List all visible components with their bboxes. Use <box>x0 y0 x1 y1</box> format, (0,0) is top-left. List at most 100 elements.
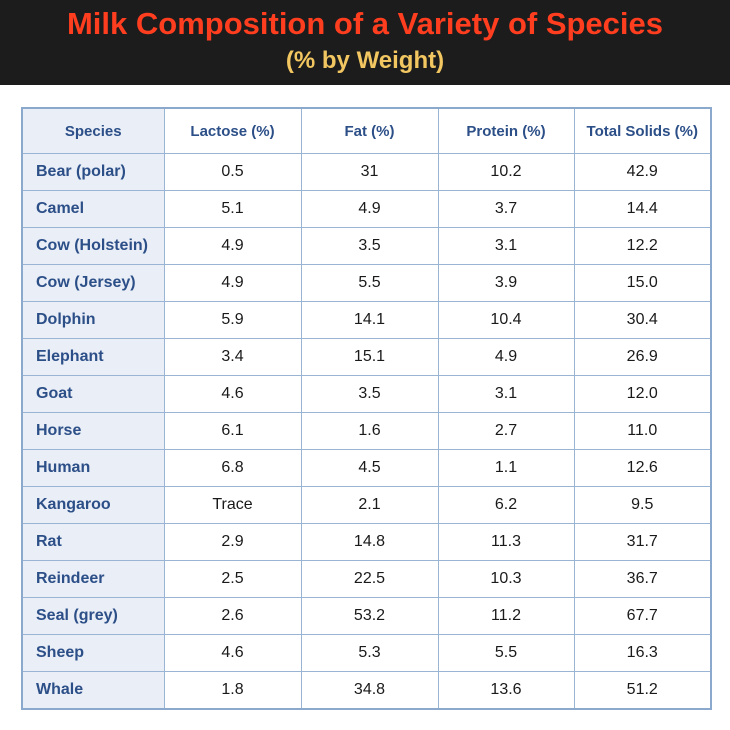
column-header: Protein (%) <box>437 107 575 154</box>
value-cell: 3.5 <box>300 227 439 265</box>
value-cell: 1.6 <box>300 412 439 450</box>
value-cell: 13.6 <box>437 671 575 710</box>
value-cell: 3.1 <box>437 375 575 413</box>
value-cell: 3.1 <box>437 227 575 265</box>
species-cell: Elephant <box>21 338 165 376</box>
value-cell: 10.2 <box>437 153 575 191</box>
value-cell: 30.4 <box>573 301 712 339</box>
species-cell: Bear (polar) <box>21 153 165 191</box>
value-cell: 31 <box>300 153 439 191</box>
table-row: Kangaroo Trace 2.1 6.2 9.5 <box>21 486 712 524</box>
species-cell: Rat <box>21 523 165 561</box>
header-banner: Milk Composition of a Variety of Species… <box>0 0 730 85</box>
value-cell: 2.5 <box>163 560 302 598</box>
value-cell: 2.7 <box>437 412 575 450</box>
value-cell: 4.6 <box>163 634 302 672</box>
species-cell: Cow (Jersey) <box>21 264 165 302</box>
table-row: Human 6.8 4.5 1.1 12.6 <box>21 449 712 487</box>
value-cell: 51.2 <box>573 671 712 710</box>
value-cell: 15.1 <box>300 338 439 376</box>
value-cell: 4.9 <box>163 227 302 265</box>
value-cell: 5.3 <box>300 634 439 672</box>
value-cell: 4.9 <box>437 338 575 376</box>
column-header: Total Solids (%) <box>573 107 712 154</box>
value-cell: 26.9 <box>573 338 712 376</box>
species-cell: Sheep <box>21 634 165 672</box>
composition-table: Species Lactose (%) Fat (%) Protein (%) Tota… <box>21 107 712 710</box>
species-cell: Kangaroo <box>21 486 165 524</box>
species-cell: Reindeer <box>21 560 165 598</box>
species-cell: Goat <box>21 375 165 413</box>
value-cell: 22.5 <box>300 560 439 598</box>
table-row: Sheep 4.6 5.3 5.5 16.3 <box>21 634 712 672</box>
value-cell: 36.7 <box>573 560 712 598</box>
species-cell: Seal (grey) <box>21 597 165 635</box>
table-body: Bear (polar) 0.5 31 10.2 42.9 Camel 5.1 4.9 3.7 1… <box>21 153 712 710</box>
column-header: Species <box>21 107 165 154</box>
value-cell: 12.2 <box>573 227 712 265</box>
value-cell: Trace <box>163 486 302 524</box>
value-cell: 10.3 <box>437 560 575 598</box>
value-cell: 1.1 <box>437 449 575 487</box>
value-cell: 4.9 <box>300 190 439 228</box>
table-row: Goat 4.6 3.5 3.1 12.0 <box>21 375 712 413</box>
value-cell: 10.4 <box>437 301 575 339</box>
value-cell: 53.2 <box>300 597 439 635</box>
table-header-row: Species Lactose (%) Fat (%) Protein (%) Tota… <box>21 107 712 154</box>
value-cell: 6.1 <box>163 412 302 450</box>
table-row: Rat 2.9 14.8 11.3 31.7 <box>21 523 712 561</box>
table-row: Bear (polar) 0.5 31 10.2 42.9 <box>21 153 712 191</box>
page-title: Milk Composition of a Variety of Species <box>66 6 664 41</box>
value-cell: 14.4 <box>573 190 712 228</box>
table-row: Seal (grey) 2.6 53.2 11.2 67.7 <box>21 597 712 635</box>
table-row: Reindeer 2.5 22.5 10.3 36.7 <box>21 560 712 598</box>
value-cell: 2.1 <box>300 486 439 524</box>
value-cell: 4.9 <box>163 264 302 302</box>
value-cell: 12.0 <box>573 375 712 413</box>
column-header: Lactose (%) <box>163 107 302 154</box>
value-cell: 1.8 <box>163 671 302 710</box>
species-cell: Camel <box>21 190 165 228</box>
column-header: Fat (%) <box>300 107 439 154</box>
value-cell: 42.9 <box>573 153 712 191</box>
value-cell: 34.8 <box>300 671 439 710</box>
composition-table-container: Species Lactose (%) Fat (%) Protein (%) Tota… <box>21 107 712 710</box>
value-cell: 6.2 <box>437 486 575 524</box>
value-cell: 6.8 <box>163 449 302 487</box>
table-row: Elephant 3.4 15.1 4.9 26.9 <box>21 338 712 376</box>
table-row: Whale 1.8 34.8 13.6 51.2 <box>21 671 712 710</box>
table-row: Cow (Jersey) 4.9 5.5 3.9 15.0 <box>21 264 712 302</box>
value-cell: 15.0 <box>573 264 712 302</box>
value-cell: 11.0 <box>573 412 712 450</box>
table-row: Camel 5.1 4.9 3.7 14.4 <box>21 190 712 228</box>
value-cell: 2.9 <box>163 523 302 561</box>
value-cell: 3.5 <box>300 375 439 413</box>
value-cell: 4.5 <box>300 449 439 487</box>
value-cell: 5.1 <box>163 190 302 228</box>
value-cell: 16.3 <box>573 634 712 672</box>
value-cell: 4.6 <box>163 375 302 413</box>
value-cell: 5.9 <box>163 301 302 339</box>
value-cell: 3.4 <box>163 338 302 376</box>
table-row: Dolphin 5.9 14.1 10.4 30.4 <box>21 301 712 339</box>
value-cell: 3.7 <box>437 190 575 228</box>
species-cell: Human <box>21 449 165 487</box>
value-cell: 3.9 <box>437 264 575 302</box>
species-cell: Dolphin <box>21 301 165 339</box>
value-cell: 14.1 <box>300 301 439 339</box>
value-cell: 14.8 <box>300 523 439 561</box>
value-cell: 5.5 <box>437 634 575 672</box>
species-cell: Cow (Holstein) <box>21 227 165 265</box>
value-cell: 11.2 <box>437 597 575 635</box>
table-row: Cow (Holstein) 4.9 3.5 3.1 12.2 <box>21 227 712 265</box>
value-cell: 5.5 <box>300 264 439 302</box>
value-cell: 12.6 <box>573 449 712 487</box>
page-subtitle: (% by Weight) <box>285 47 445 74</box>
value-cell: 31.7 <box>573 523 712 561</box>
species-cell: Whale <box>21 671 165 710</box>
value-cell: 11.3 <box>437 523 575 561</box>
value-cell: 2.6 <box>163 597 302 635</box>
table-row: Horse 6.1 1.6 2.7 11.0 <box>21 412 712 450</box>
value-cell: 9.5 <box>573 486 712 524</box>
value-cell: 0.5 <box>163 153 302 191</box>
